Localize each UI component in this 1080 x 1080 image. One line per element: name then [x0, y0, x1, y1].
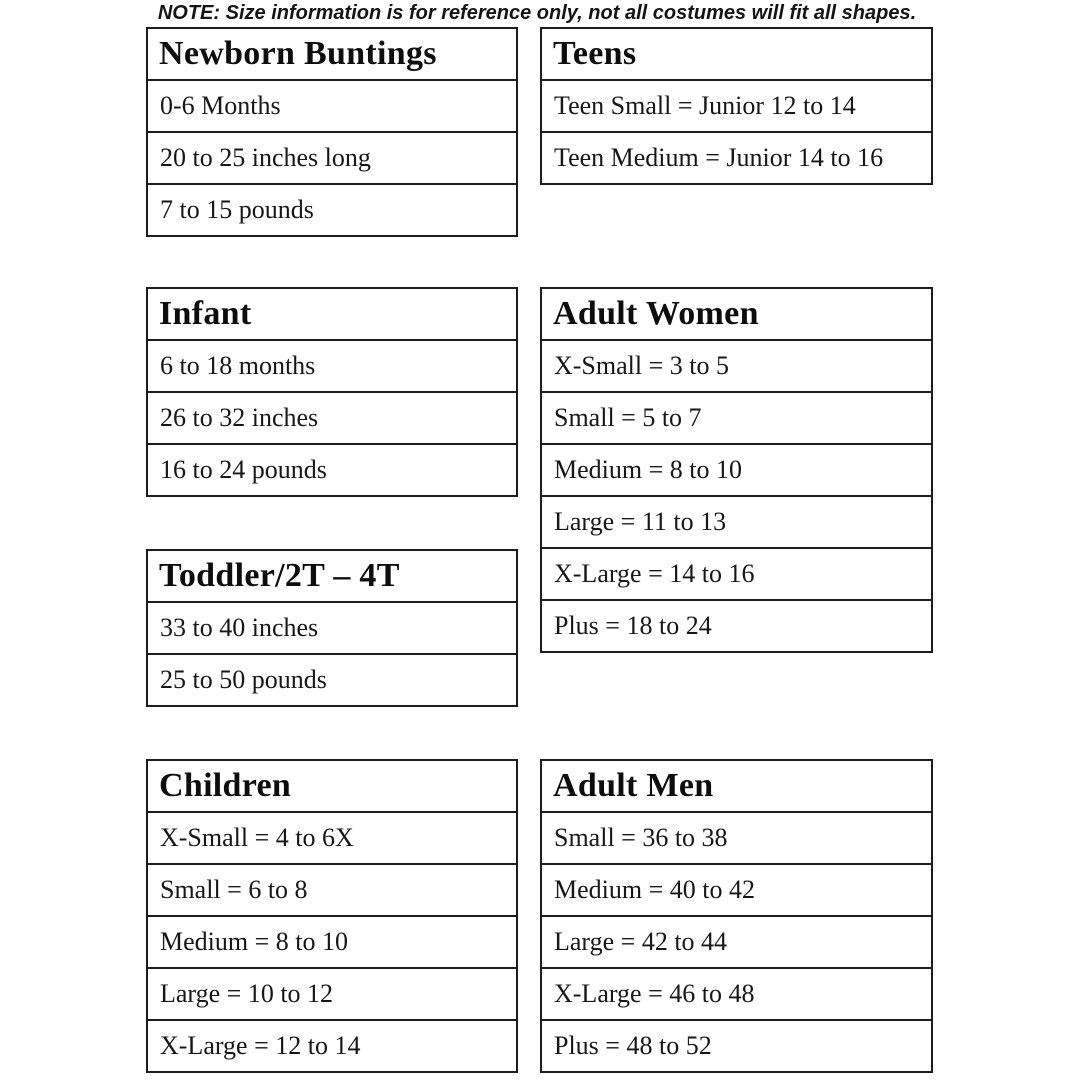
table-row: 20 to 25 inches long	[148, 131, 516, 183]
table-row: Teen Small = Junior 12 to 14	[542, 79, 931, 131]
table-title-children: Children	[159, 767, 292, 804]
table-row: X-Large = 12 to 14	[148, 1019, 516, 1071]
table-children: Children X-Small = 4 to 6X Small = 6 to …	[146, 759, 518, 1073]
table-title-infant: Infant	[159, 295, 252, 332]
table-title-newborn-buntings: Newborn Buntings	[159, 35, 437, 72]
table-row: Teen Medium = Junior 14 to 16	[542, 131, 931, 183]
table-newborn-buntings: Newborn Buntings 0-6 Months 20 to 25 inc…	[146, 27, 518, 237]
table-row: Medium = 8 to 10	[148, 915, 516, 967]
table-row: Plus = 18 to 24	[542, 599, 931, 651]
table-row: X-Small = 3 to 5	[542, 339, 931, 391]
reference-note: NOTE: Size information is for reference …	[157, 2, 917, 24]
table-row: 26 to 32 inches	[148, 391, 516, 443]
table-teens: Teens Teen Small = Junior 12 to 14 Teen …	[540, 27, 933, 185]
table-row: 33 to 40 inches	[148, 601, 516, 653]
table-row: Small = 6 to 8	[148, 863, 516, 915]
table-title-adult-men: Adult Men	[553, 767, 714, 804]
table-row: Medium = 8 to 10	[542, 443, 931, 495]
table-row: Large = 11 to 13	[542, 495, 931, 547]
table-row: 0-6 Months	[148, 79, 516, 131]
table-row: 7 to 15 pounds	[148, 183, 516, 235]
table-row: Small = 5 to 7	[542, 391, 931, 443]
table-row: 16 to 24 pounds	[148, 443, 516, 495]
table-row: 25 to 50 pounds	[148, 653, 516, 705]
table-row: Plus = 48 to 52	[542, 1019, 931, 1071]
table-title-toddler: Toddler/2T – 4T	[159, 557, 400, 594]
table-row: 6 to 18 months	[148, 339, 516, 391]
table-row: Large = 10 to 12	[148, 967, 516, 1019]
table-adult-men: Adult Men Small = 36 to 38 Medium = 40 t…	[540, 759, 933, 1073]
table-title-teens: Teens	[553, 35, 637, 72]
table-row: Small = 36 to 38	[542, 811, 931, 863]
table-row: Medium = 40 to 42	[542, 863, 931, 915]
table-title-adult-women: Adult Women	[553, 295, 759, 332]
table-row: X-Large = 14 to 16	[542, 547, 931, 599]
table-row: X-Small = 4 to 6X	[148, 811, 516, 863]
table-toddler: Toddler/2T – 4T 33 to 40 inches 25 to 50…	[146, 549, 518, 707]
table-infant: Infant 6 to 18 months 26 to 32 inches 16…	[146, 287, 518, 497]
table-row: X-Large = 46 to 48	[542, 967, 931, 1019]
table-row: Large = 42 to 44	[542, 915, 931, 967]
table-adult-women: Adult Women X-Small = 3 to 5 Small = 5 t…	[540, 287, 933, 653]
